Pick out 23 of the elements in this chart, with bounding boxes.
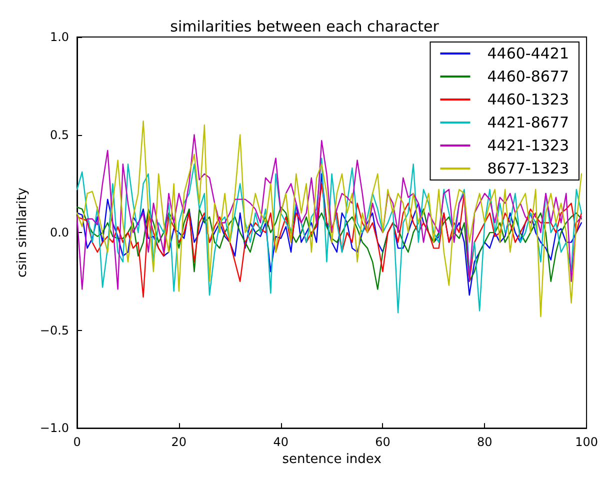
legend-label: 4460-8677 bbox=[487, 68, 570, 86]
line-series bbox=[76, 134, 582, 290]
legend-label: 8677-1323 bbox=[487, 160, 570, 178]
legend-label: 4421-1323 bbox=[487, 136, 570, 154]
x-tick-label: 60 bbox=[375, 435, 390, 450]
x-tick-label: 0 bbox=[73, 435, 81, 450]
line-series bbox=[76, 158, 582, 314]
line-series bbox=[76, 206, 582, 290]
x-tick-label: 100 bbox=[575, 435, 598, 450]
y-tick-label: −1.0 bbox=[40, 421, 70, 436]
x-axis-title: sentence index bbox=[282, 452, 382, 467]
y-tick-label: 0.5 bbox=[50, 128, 70, 142]
y-tick-label: 1.0 bbox=[50, 30, 70, 44]
x-tick-label: 40 bbox=[273, 435, 288, 450]
y-tick-label: 0.0 bbox=[50, 226, 70, 240]
y-axis-title: csin similarity bbox=[15, 187, 30, 278]
chart-title: similarities between each character bbox=[170, 18, 440, 36]
legend-label: 4460-4421 bbox=[487, 44, 570, 62]
legend-label: 4460-1323 bbox=[487, 90, 570, 108]
y-tick-label: −0.5 bbox=[40, 323, 70, 338]
x-tick-label: 80 bbox=[477, 435, 492, 450]
x-tick-label: 20 bbox=[171, 435, 187, 450]
legend-label: 4421-8677 bbox=[487, 114, 570, 132]
